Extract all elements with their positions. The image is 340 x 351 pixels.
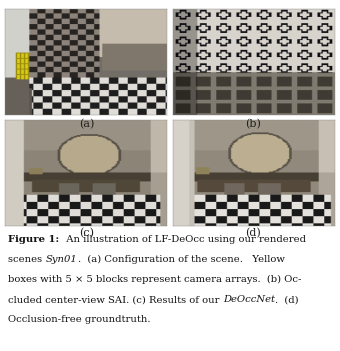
Text: (a): (a)	[79, 119, 95, 130]
Text: scenes: scenes	[8, 255, 46, 264]
Text: .  (d): . (d)	[275, 295, 299, 304]
Text: Syn01: Syn01	[46, 255, 78, 264]
Text: cluded center-view SAI. (c) Results of our: cluded center-view SAI. (c) Results of o…	[8, 295, 223, 304]
Text: boxes with 5 × 5 blocks represent camera arrays.  (b) Oc-: boxes with 5 × 5 blocks represent camera…	[8, 275, 302, 284]
Text: Occlusion-free groundtruth.: Occlusion-free groundtruth.	[8, 315, 151, 324]
Text: .  (a) Configuration of the scene.   Yellow: . (a) Configuration of the scene. Yellow	[78, 255, 284, 264]
Text: (c): (c)	[79, 228, 94, 238]
Text: An illustration of LF-DeOcc using our rendered: An illustration of LF-DeOcc using our re…	[59, 235, 306, 244]
Text: DeOccNet: DeOccNet	[223, 295, 275, 304]
Text: Figure 1:: Figure 1:	[8, 235, 60, 244]
Text: (d): (d)	[245, 228, 261, 238]
Text: (b): (b)	[245, 119, 261, 130]
